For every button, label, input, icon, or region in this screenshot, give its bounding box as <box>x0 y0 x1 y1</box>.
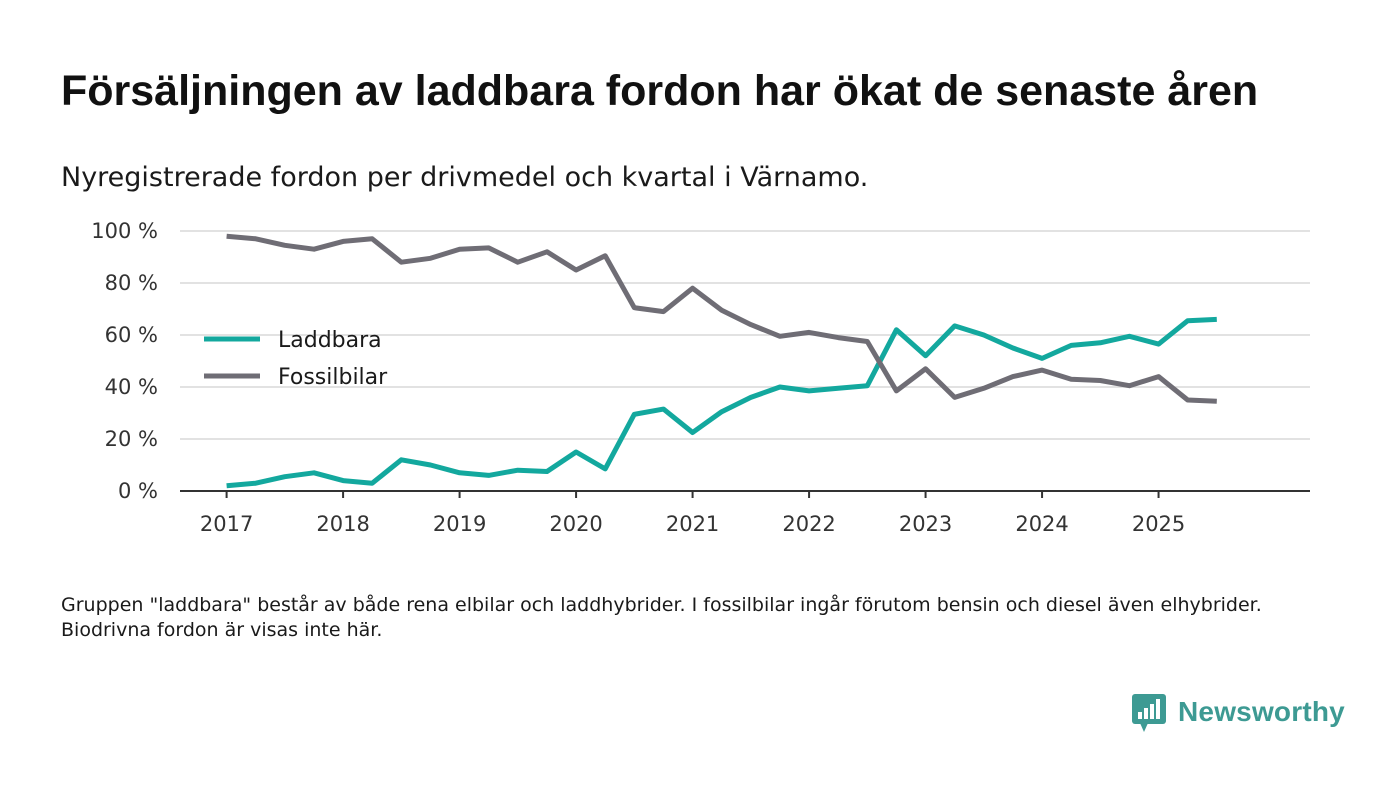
chart-subtitle: Nyregistrerade fordon per drivmedel och … <box>61 162 869 193</box>
brand-name: Newsworthy <box>1178 696 1345 727</box>
x-tick-label: 2022 <box>782 512 835 536</box>
y-tick-label: 100 % <box>91 219 158 243</box>
x-tick-label: 2020 <box>549 512 602 536</box>
line-chart: 0 % 20 % 40 % 60 % 80 % 100 % 2017 2018 2019 2020… <box>91 219 1310 536</box>
x-tick-label: 2025 <box>1132 512 1185 536</box>
series-line-fossilbilar <box>226 233 1217 404</box>
footnote: Gruppen "laddbara" består av både rena e… <box>61 594 1262 641</box>
y-tick-label: 40 % <box>105 375 158 399</box>
x-tick-label: 2019 <box>433 512 486 536</box>
legend: Laddbara Fossilbilar <box>204 328 388 390</box>
series-line-laddbara <box>226 316 1217 489</box>
y-tick-label: 80 % <box>105 271 158 295</box>
x-tick-label: 2017 <box>200 512 253 536</box>
y-tick-label: 60 % <box>105 323 158 347</box>
y-tick-label: 20 % <box>105 427 158 451</box>
legend-label-laddbara: Laddbara <box>278 328 382 353</box>
newsworthy-logo-icon <box>1132 694 1166 732</box>
x-tick-label: 2023 <box>899 512 952 536</box>
chart-title: Försäljningen av laddbara fordon har öka… <box>61 67 1259 115</box>
x-tick-label: 2018 <box>316 512 369 536</box>
brand-logo: Newsworthy <box>1132 690 1345 734</box>
y-tick-label: 0 % <box>118 479 158 503</box>
x-tick-label: 2024 <box>1015 512 1068 536</box>
legend-label-fossilbilar: Fossilbilar <box>278 365 388 390</box>
x-tick-label: 2021 <box>666 512 719 536</box>
